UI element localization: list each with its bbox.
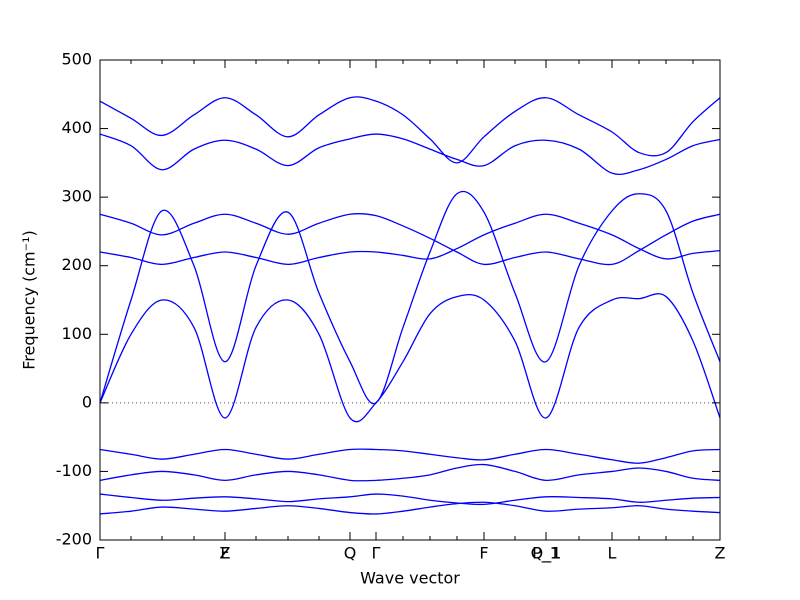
- x-tick-label: Γ: [372, 544, 381, 563]
- y-tick-label: -200: [56, 530, 92, 549]
- band-line: [99, 133, 721, 176]
- x-tick-label: Γ: [96, 544, 105, 563]
- band-line: [99, 190, 721, 405]
- x-tick-label: P_1: [532, 544, 560, 564]
- y-axis-label: Frequency (cm⁻¹): [20, 230, 39, 369]
- band-line: [99, 493, 721, 506]
- y-tick-label: 400: [61, 118, 92, 137]
- y-tick-label: 100: [61, 324, 92, 343]
- band-line: [99, 213, 721, 265]
- y-tick-label: 500: [61, 50, 92, 69]
- x-tick-label: Q_1: [531, 544, 562, 564]
- x-tick-label: Z: [715, 544, 726, 563]
- band-line: [99, 96, 721, 164]
- y-tick-label: 200: [61, 255, 92, 274]
- band-line: [99, 448, 721, 464]
- y-tick-label: 0: [82, 392, 92, 411]
- band-line: [99, 501, 721, 515]
- band-line: [99, 213, 721, 266]
- band-line: [99, 463, 721, 482]
- x-tick-label: L: [608, 544, 617, 563]
- x-axis-label: Wave vector: [360, 569, 460, 588]
- x-tick-label: Z: [220, 544, 231, 563]
- y-tick-label: -100: [56, 461, 92, 480]
- x-tick-label: F: [220, 544, 229, 563]
- x-tick-label: Q: [344, 544, 357, 563]
- plot-frame: [99, 59, 721, 541]
- y-tick-label: 300: [61, 187, 92, 206]
- band-line: [99, 293, 721, 423]
- x-tick-label: F: [479, 544, 488, 563]
